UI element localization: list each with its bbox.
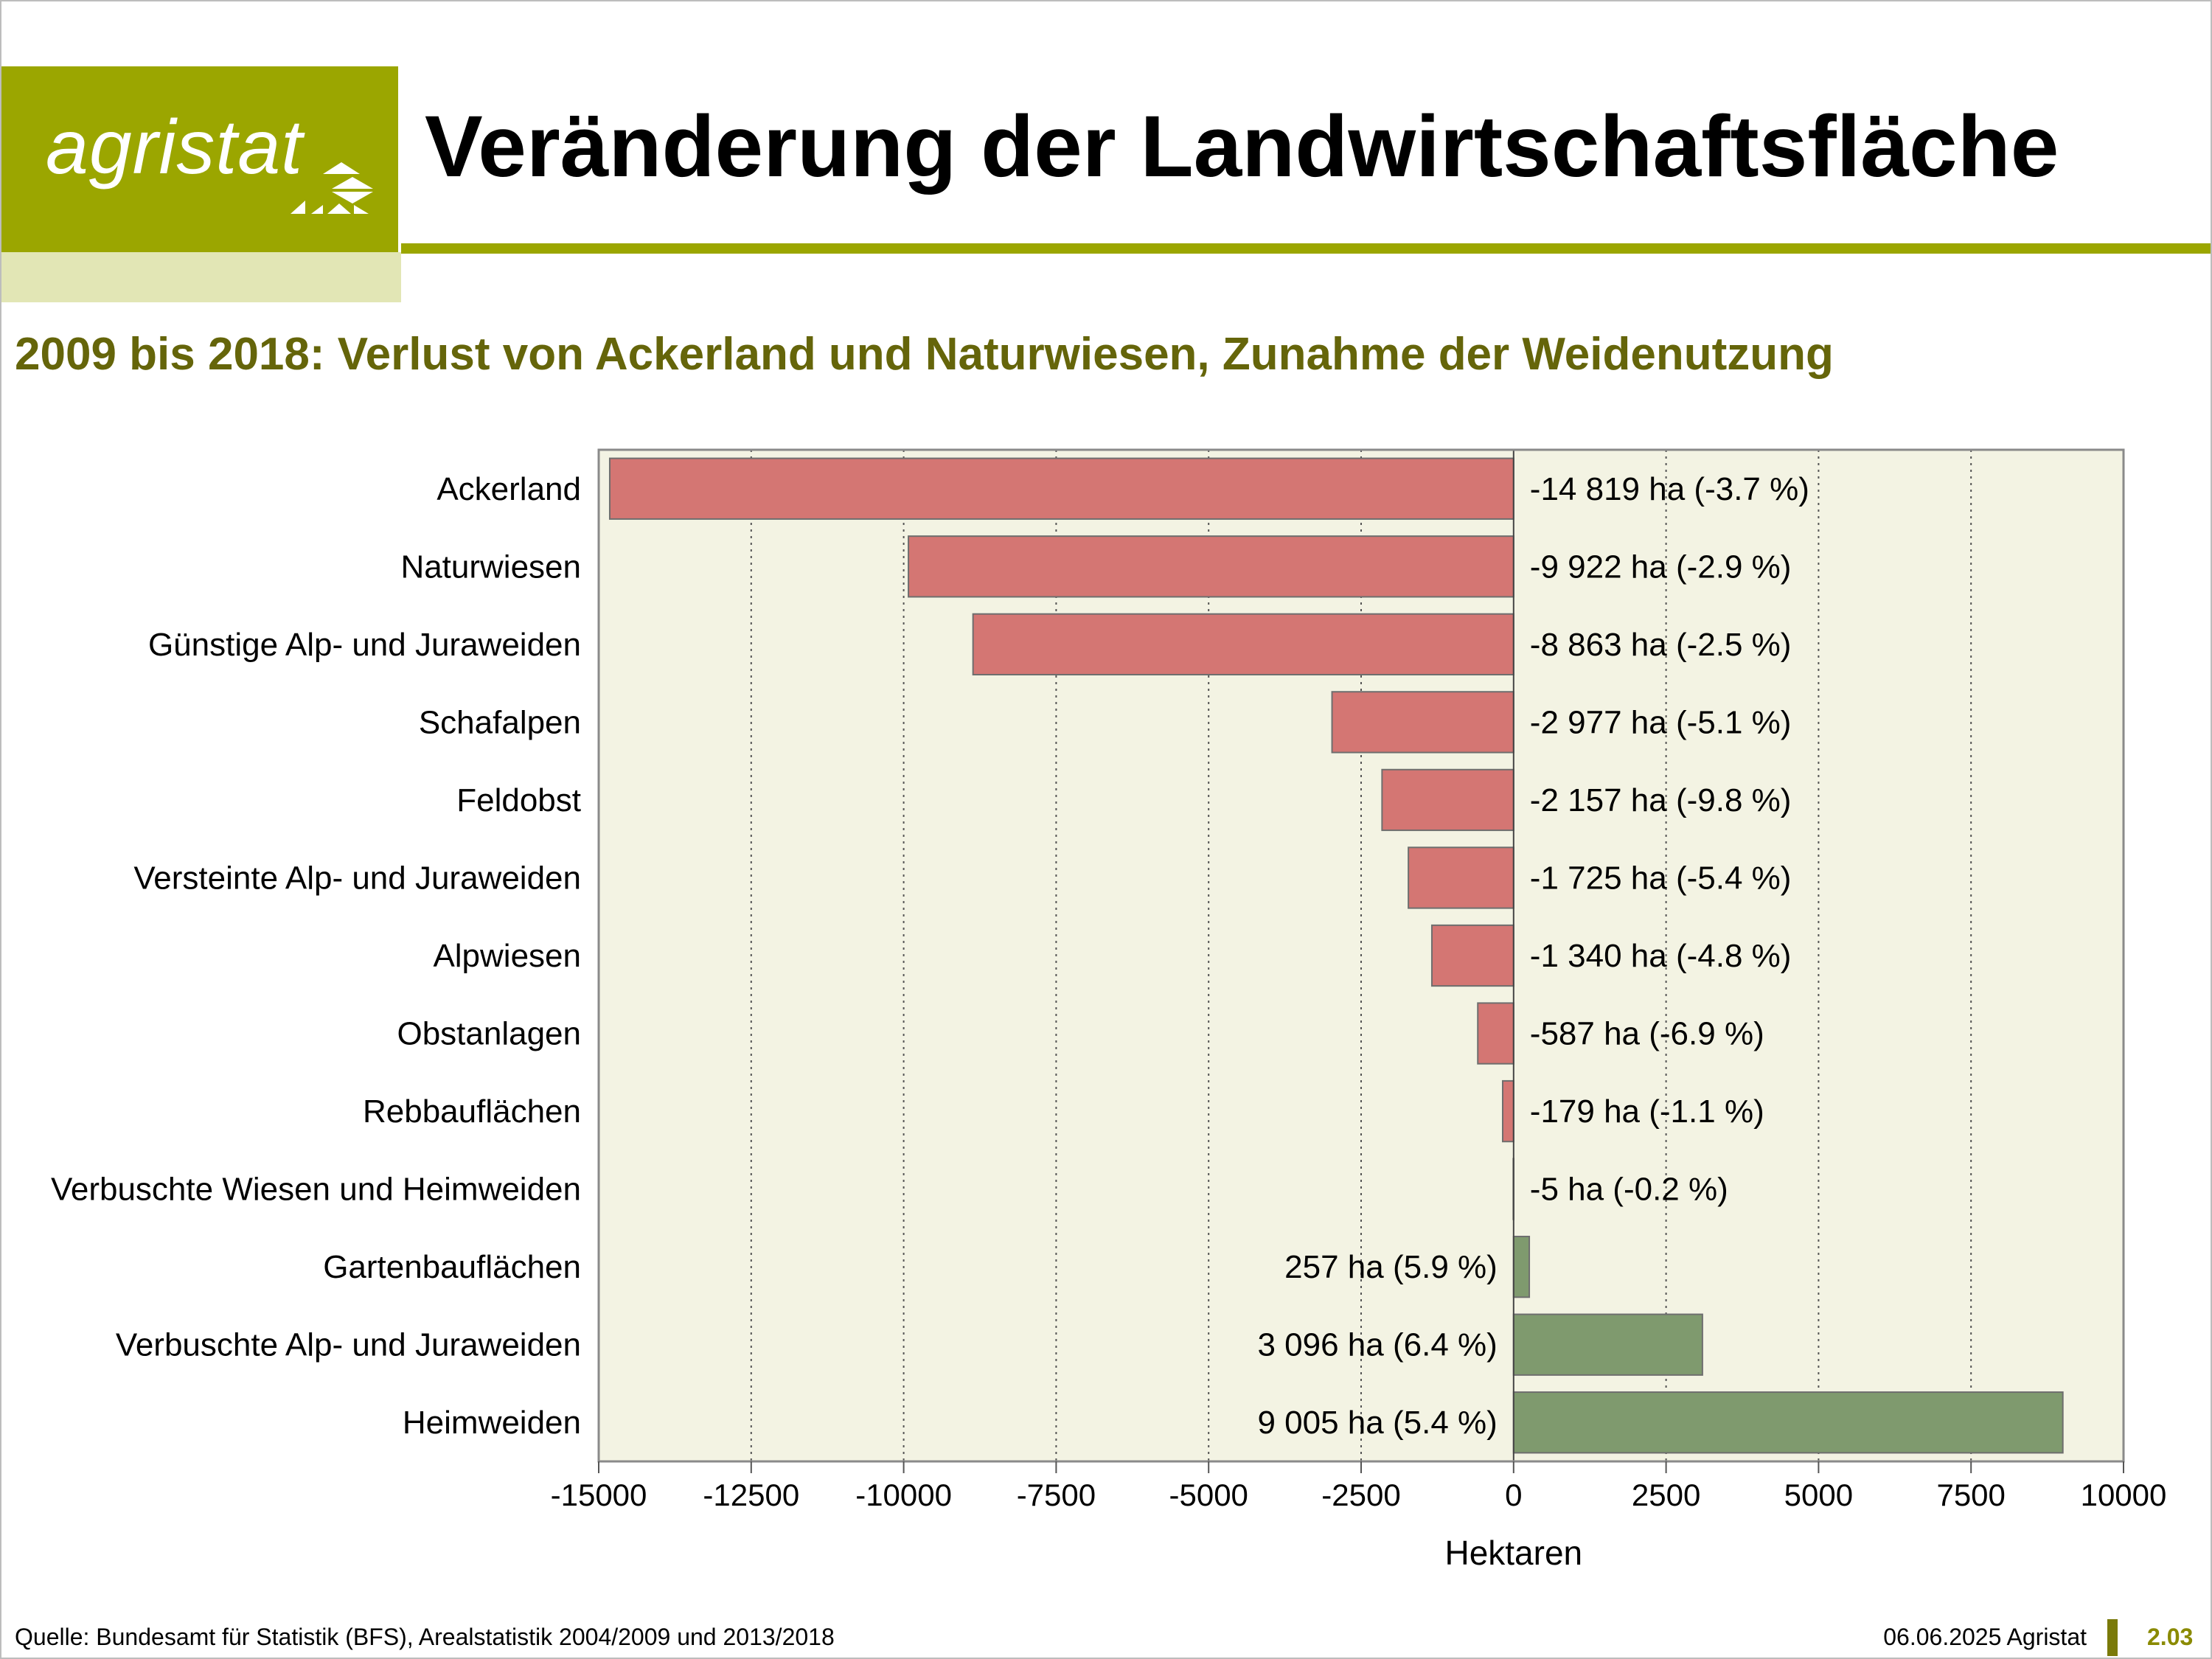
page-number: 2.03 bbox=[2147, 1624, 2194, 1650]
value-labels: -14 819 ha (-3.7 %) -9 922 ha (-2.9 %) -8 … bbox=[1257, 471, 1809, 1441]
tick-label: 10000 bbox=[2081, 1478, 2167, 1512]
category-label: Gartenbauflächen bbox=[323, 1249, 581, 1285]
tick-label: 0 bbox=[1505, 1478, 1522, 1512]
data-label: -8 863 ha (-2.5 %) bbox=[1530, 627, 1792, 663]
bar bbox=[1512, 1235, 1531, 1298]
bar bbox=[1501, 1079, 1514, 1143]
bar bbox=[1381, 768, 1514, 832]
bar bbox=[1477, 1002, 1514, 1065]
category-label: Versteinte Alp- und Juraweiden bbox=[133, 860, 581, 896]
category-label: Rebbauflächen bbox=[363, 1093, 581, 1130]
data-label: -179 ha (-1.1 %) bbox=[1530, 1093, 1764, 1130]
category-label: Obstanlagen bbox=[397, 1016, 581, 1052]
logo-block bbox=[0, 66, 398, 252]
data-label: -1 340 ha (-4.8 %) bbox=[1530, 938, 1792, 974]
bar bbox=[1331, 691, 1514, 754]
source-note: Quelle: Bundesamt für Statistik (BFS), A… bbox=[15, 1624, 835, 1650]
tick-label: 5000 bbox=[1784, 1478, 1853, 1512]
tick-label: -12500 bbox=[703, 1478, 799, 1512]
chart-subtitle: 2009 bis 2018: Verlust von Ackerland und… bbox=[15, 329, 1834, 380]
tick-label: -7500 bbox=[1017, 1478, 1096, 1512]
data-label: -1 725 ha (-5.4 %) bbox=[1530, 860, 1792, 896]
bar bbox=[1512, 1391, 2064, 1454]
data-label: -14 819 ha (-3.7 %) bbox=[1530, 471, 1809, 507]
bars bbox=[608, 457, 2064, 1454]
category-label: Günstige Alp- und Juraweiden bbox=[148, 627, 581, 663]
header-rule bbox=[401, 243, 2212, 254]
bar bbox=[608, 457, 1514, 520]
tick-label: -5000 bbox=[1169, 1478, 1248, 1512]
category-label: Heimweiden bbox=[403, 1405, 581, 1441]
tick-label: 2500 bbox=[1632, 1478, 1700, 1512]
data-label: 3 096 ha (6.4 %) bbox=[1257, 1327, 1497, 1363]
bar bbox=[1408, 846, 1514, 909]
tick-label: -2500 bbox=[1321, 1478, 1400, 1512]
bar bbox=[1430, 924, 1514, 987]
category-label: Ackerland bbox=[437, 471, 581, 507]
category-label: Naturwiesen bbox=[400, 549, 581, 585]
data-label: -587 ha (-6.9 %) bbox=[1530, 1016, 1764, 1052]
grid-lines bbox=[750, 450, 1972, 1461]
data-label: 257 ha (5.9 %) bbox=[1284, 1249, 1498, 1285]
category-label: Verbuschte Alp- und Juraweiden bbox=[116, 1327, 581, 1363]
category-label: Schafalpen bbox=[419, 704, 581, 740]
data-label: 9 005 ha (5.4 %) bbox=[1257, 1405, 1497, 1441]
data-label: -2 157 ha (-9.8 %) bbox=[1530, 782, 1792, 818]
bar bbox=[972, 613, 1514, 676]
data-label: -5 ha (-0.2 %) bbox=[1530, 1172, 1728, 1208]
category-label: Feldobst bbox=[456, 782, 581, 818]
logo-band bbox=[0, 252, 401, 302]
footer-divider bbox=[2107, 1619, 2118, 1656]
x-ticks: -15000 -12500 -10000 -7500 -5000 -2500 0 2500 50… bbox=[551, 1461, 2167, 1512]
x-axis-label: Hektaren bbox=[1444, 1534, 1582, 1572]
tick-label: -15000 bbox=[551, 1478, 647, 1512]
tick-label: 7500 bbox=[1936, 1478, 2005, 1512]
category-label: Verbuschte Wiesen und Heimweiden bbox=[51, 1172, 581, 1208]
data-label: -9 922 ha (-2.9 %) bbox=[1530, 549, 1792, 585]
footer-date: 06.06.2025 Agristat bbox=[1883, 1624, 2087, 1650]
page-title: Veränderung der Landwirtschaftsfläche bbox=[425, 98, 2059, 195]
category-label: Alpwiesen bbox=[433, 938, 581, 974]
logo-text: agristat bbox=[46, 105, 304, 190]
bar bbox=[1512, 1313, 1703, 1376]
bar bbox=[908, 535, 1514, 598]
logo-triangles-icon bbox=[291, 162, 373, 214]
category-labels: Ackerland Naturwiesen Günstige Alp- und Ju… bbox=[51, 471, 581, 1441]
tick-label: -10000 bbox=[855, 1478, 952, 1512]
bar-chart: Ackerland Naturwiesen Günstige Alp- und Ju… bbox=[51, 448, 2167, 1572]
data-label: -2 977 ha (-5.1 %) bbox=[1530, 704, 1792, 740]
